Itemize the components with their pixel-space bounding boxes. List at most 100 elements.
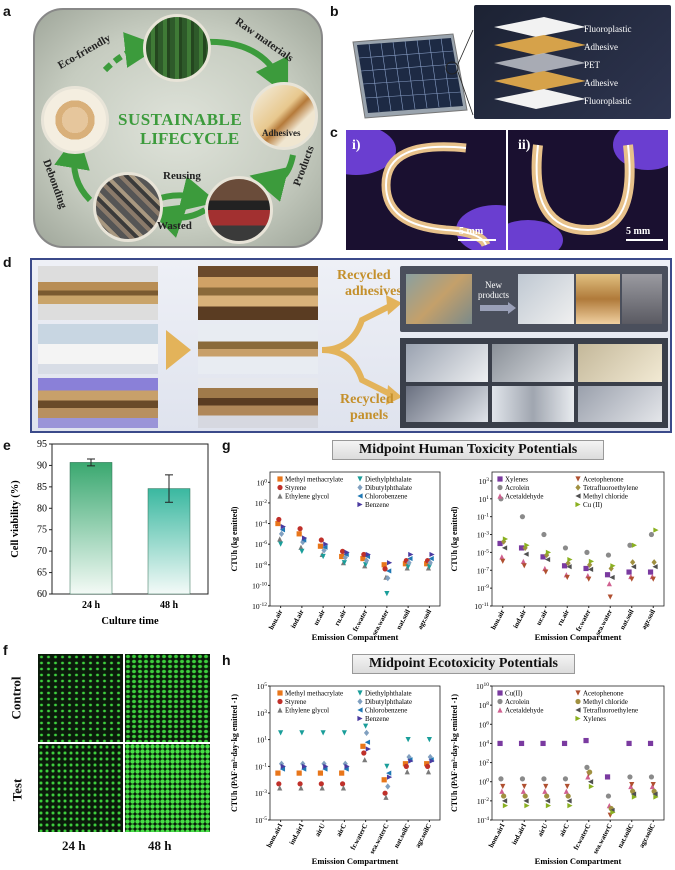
xtick-label: hom.airI xyxy=(487,822,507,849)
h-title: Midpoint Ecotoxicity Potentials xyxy=(352,654,575,674)
plot-frame xyxy=(491,471,665,607)
e-xtick-label: 48 h xyxy=(160,600,179,611)
data-point xyxy=(653,794,659,800)
data-point xyxy=(518,545,525,551)
legend-marker xyxy=(497,493,503,499)
legend-label: Cu (II) xyxy=(583,501,603,509)
data-point xyxy=(344,549,350,555)
e-plot-frame xyxy=(51,443,209,595)
data-point xyxy=(567,803,573,809)
plot-frame xyxy=(491,685,665,821)
microscopy-grid xyxy=(38,654,210,832)
layer-4-label: Adhesive xyxy=(584,78,618,88)
e-ytick-label: 75 xyxy=(37,525,47,536)
recycled-panels-line2: panels xyxy=(350,408,389,423)
data-point xyxy=(280,763,286,769)
data-point xyxy=(543,569,549,575)
ytick-label: 10-5 xyxy=(255,816,267,825)
data-point xyxy=(323,763,329,769)
ytick-label: 10-2 xyxy=(255,499,267,508)
xtick-label: sea.waterC xyxy=(591,822,614,855)
data-point xyxy=(382,790,388,796)
data-point xyxy=(296,770,302,776)
data-point xyxy=(610,809,616,815)
data-point xyxy=(540,740,546,747)
data-point xyxy=(653,527,659,533)
data-point xyxy=(275,770,281,776)
data-point xyxy=(648,531,655,538)
data-point xyxy=(500,558,506,564)
data-point xyxy=(279,527,286,533)
data-point xyxy=(404,565,410,571)
legend-label: Dibutylphthalate xyxy=(365,484,412,492)
legend-label: Acrolein xyxy=(505,698,530,706)
legend-label: Diethylphthalate xyxy=(365,476,412,484)
data-point xyxy=(339,548,346,554)
legend-label: Chlorobenzene xyxy=(365,707,407,715)
legend-label: Acrolein xyxy=(505,484,530,492)
data-point xyxy=(322,766,328,772)
legend-marker xyxy=(277,698,283,705)
legend-label: Xylenes xyxy=(505,476,528,484)
ytick-label: 10-11 xyxy=(474,602,489,611)
data-point xyxy=(320,553,326,560)
data-point xyxy=(647,740,654,747)
ytick-label: 104 xyxy=(479,739,490,748)
xtick-label: airU xyxy=(536,822,549,838)
ytick-label: 10-3 xyxy=(477,531,489,540)
ytick-label: 10-12 xyxy=(252,602,267,611)
layer-stack: Fluoroplastic Adhesive PET Adhesive Fluo… xyxy=(474,5,671,119)
data-point xyxy=(319,785,325,791)
data-point xyxy=(605,793,612,799)
legend-marker xyxy=(277,476,283,482)
data-point xyxy=(607,594,613,600)
data-point xyxy=(386,774,393,780)
delaminated-photo-2 xyxy=(198,324,318,374)
ytick-label: 1010 xyxy=(476,682,489,691)
data-point xyxy=(297,781,303,787)
legend-marker xyxy=(575,698,581,705)
e-ytick-label: 65 xyxy=(37,568,47,579)
recycled-adhesives-line1: Recycled xyxy=(337,268,391,283)
data-point xyxy=(323,541,329,547)
plot-frame xyxy=(269,471,441,607)
data-point xyxy=(521,783,527,790)
data-point xyxy=(320,730,326,736)
data-point xyxy=(278,541,284,547)
data-point xyxy=(426,737,432,743)
xtick-label: ru.air xyxy=(333,608,348,627)
data-point xyxy=(544,556,551,563)
ytick-label: 103 xyxy=(479,477,490,486)
data-point xyxy=(299,730,305,736)
cell-image-test-24h xyxy=(38,744,123,832)
legend-marker xyxy=(575,707,581,713)
data-point xyxy=(652,564,658,570)
data-point xyxy=(318,537,324,543)
data-point xyxy=(587,566,594,572)
cell-image-control-48h xyxy=(125,654,210,742)
legend-marker xyxy=(357,493,363,499)
xtick-label: nat.soil xyxy=(618,608,635,631)
legend-marker xyxy=(357,707,363,713)
data-point xyxy=(562,545,569,551)
legend-marker xyxy=(357,715,363,722)
row-label-control: Control xyxy=(8,676,24,720)
data-point xyxy=(586,576,592,582)
ytick-label: 10-1 xyxy=(477,513,489,522)
legend-label: Cu(II) xyxy=(505,690,523,698)
data-point xyxy=(629,781,635,788)
data-point xyxy=(318,781,324,787)
data-point xyxy=(542,788,548,794)
data-point xyxy=(381,562,387,568)
layer-2-label: Adhesive xyxy=(584,42,618,52)
legend-marker xyxy=(277,493,283,499)
data-point xyxy=(541,776,547,782)
data-point xyxy=(629,576,635,582)
data-point xyxy=(519,514,526,520)
data-point xyxy=(424,763,431,769)
data-point xyxy=(502,536,509,542)
data-point xyxy=(544,798,551,804)
